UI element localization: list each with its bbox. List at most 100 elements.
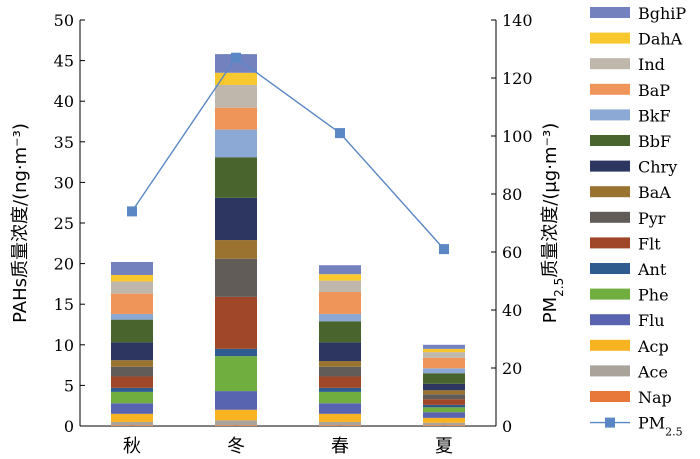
bar-segment [111, 360, 153, 367]
legend-marker [605, 417, 615, 428]
y-tick-label: 5 [64, 376, 74, 395]
legend-swatch [590, 339, 630, 351]
bar-segment [215, 258, 257, 297]
x-tick-label: 夏 [435, 436, 453, 457]
y2-tick-label: 80 [502, 185, 522, 204]
legend-swatch [590, 160, 630, 172]
legend-swatch [590, 237, 630, 249]
bar-segment [111, 342, 153, 361]
bar-segment [319, 280, 361, 293]
bar-segment [319, 376, 361, 388]
bar-segment [215, 129, 257, 158]
bar-segment [111, 413, 153, 422]
legend-label: Phe [638, 286, 669, 305]
y-tick-label: 25 [54, 214, 74, 233]
bar-segment [423, 348, 465, 353]
y2-tick-label: 140 [502, 11, 533, 30]
pm25-point [335, 128, 345, 139]
bar-segment [423, 373, 465, 384]
legend-swatch [590, 288, 630, 300]
bar-segment [111, 425, 153, 426]
legend-label: Ant [637, 260, 667, 279]
pm25-point [439, 244, 449, 255]
bar-segment [423, 390, 465, 395]
legend-label: Flt [638, 234, 661, 253]
bar-segment [319, 361, 361, 367]
y2-axis-title: PM2.5质量浓度/(μg·m⁻³) [540, 123, 566, 323]
bar-segment [111, 293, 153, 314]
legend-label: BghiP [638, 4, 686, 23]
legend-swatch [590, 83, 630, 95]
y-tick-label: 15 [54, 295, 74, 314]
y-tick-label: 40 [54, 92, 74, 111]
bar-segment [319, 403, 361, 414]
legend-label: Chry [638, 158, 677, 177]
bar-segment [423, 399, 465, 405]
pm25-point [231, 52, 241, 63]
bar-segment [423, 344, 465, 349]
x-tick-label: 春 [331, 436, 349, 457]
bar-segment [111, 391, 153, 404]
legend-swatch [590, 365, 630, 377]
bar-segment [215, 84, 257, 108]
pm25-line [131, 56, 445, 250]
bar-segment [319, 342, 361, 362]
bar-segment [319, 366, 361, 377]
legend-label: PM2.5 [638, 414, 683, 439]
bar-segment [215, 409, 257, 421]
legend-swatch [590, 211, 630, 223]
y-tick-label: 35 [54, 133, 74, 152]
y-tick-label: 10 [54, 336, 74, 355]
bar-segment [111, 313, 153, 320]
y2-tick-label: 0 [502, 417, 512, 436]
bar-segment [111, 319, 153, 343]
y-tick-label: 30 [54, 173, 74, 192]
legend-swatch [590, 109, 630, 121]
bar-segment [319, 292, 361, 314]
bar-segment [215, 107, 257, 130]
bar-segment [423, 412, 465, 418]
bar-segment [111, 421, 153, 426]
legend-label: DahA [638, 30, 683, 49]
bar-segment [423, 404, 465, 408]
bar-segment [215, 72, 257, 85]
bar-segment [215, 425, 257, 426]
y-tick-label: 0 [64, 417, 74, 436]
y2-tick-label: 120 [502, 69, 533, 88]
bar-segment [215, 356, 257, 392]
bar-segment [111, 261, 153, 275]
bar-segment [423, 394, 465, 400]
legend-label: BaP [638, 81, 670, 100]
legend-swatch [590, 314, 630, 326]
bar-segment [423, 407, 465, 413]
bar-segment [215, 296, 257, 349]
legend-swatch [590, 135, 630, 146]
bar-segment [215, 391, 257, 410]
bar-segment [215, 197, 257, 241]
legend-swatch [590, 263, 630, 274]
bar-segment [423, 422, 465, 426]
legend-label: Nap [638, 388, 672, 407]
y-tick-label: 20 [54, 255, 74, 274]
legend-label: BaA [638, 183, 671, 202]
y2-tick-label: 60 [502, 243, 522, 262]
bar-segment [319, 265, 361, 275]
legend-label: Acp [637, 337, 669, 356]
bar-segment [319, 425, 361, 426]
legend-swatch [590, 32, 630, 44]
bar-segment [215, 54, 257, 73]
y-tick-label: 50 [54, 11, 74, 30]
bar-segment [215, 240, 257, 259]
legend-swatch [590, 58, 630, 70]
bar-segment [423, 383, 465, 391]
bar-segment [111, 403, 153, 414]
bar-segment [423, 417, 465, 423]
legend-label: Ace [637, 362, 668, 381]
bar-segment [319, 391, 361, 404]
bar-segment [319, 321, 361, 343]
legend-label: Flu [638, 311, 665, 330]
y2-tick-label: 40 [502, 301, 522, 320]
bar-segment [319, 313, 361, 322]
y-tick-label: 45 [54, 52, 74, 71]
